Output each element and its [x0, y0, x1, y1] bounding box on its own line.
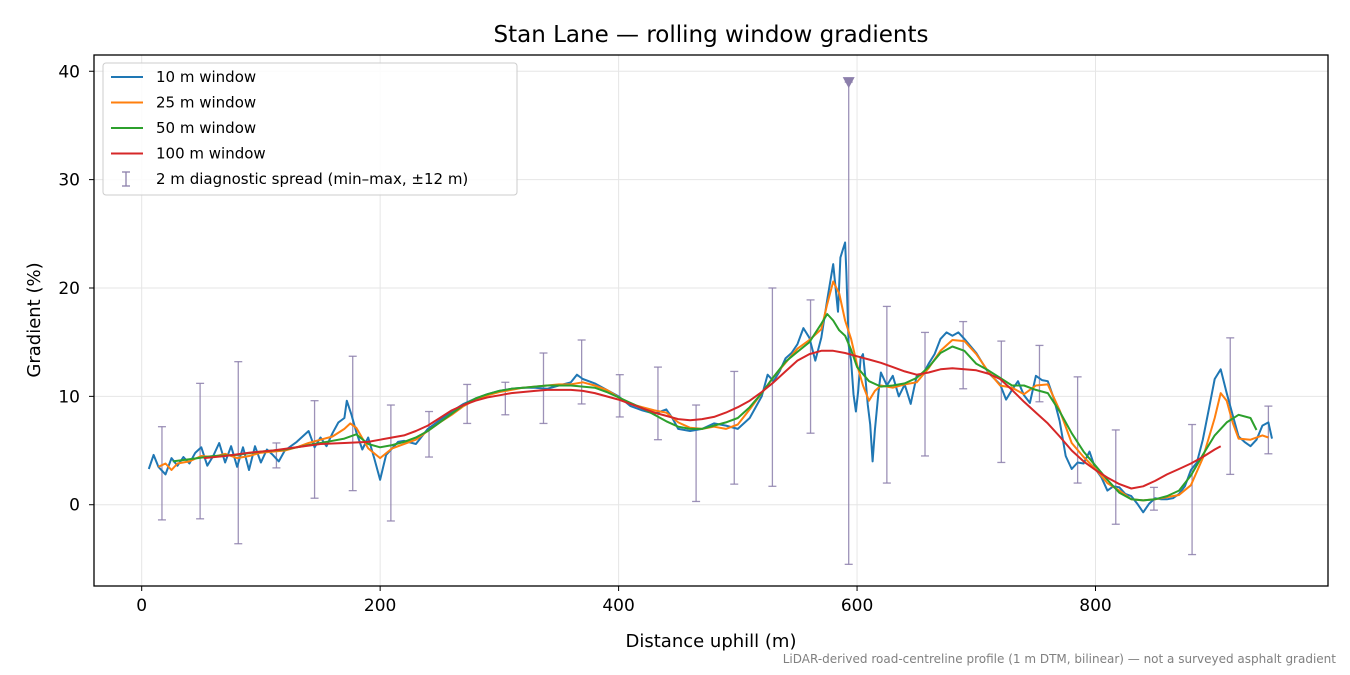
plot-frame [93, 54, 1329, 587]
series-lines [147, 241, 1273, 514]
legend-label: 25 m window [156, 94, 256, 112]
series-line-50m [172, 313, 1258, 502]
errorbar-marker [842, 77, 855, 89]
y-axis: 0 10 20 30 40 [58, 62, 94, 516]
x-tick-label: 200 [364, 596, 396, 616]
x-tick-label: 800 [1079, 596, 1111, 616]
legend-label: 50 m window [156, 119, 256, 137]
legend-box [102, 62, 518, 196]
y-axis-label: Gradient (%) [24, 262, 45, 377]
x-tick-label: 600 [841, 596, 873, 616]
series-line-10m [147, 241, 1273, 514]
x-tick-label: 400 [602, 596, 634, 616]
series-line-25m [157, 280, 1269, 502]
legend-label: 10 m window [156, 68, 256, 86]
chart-title: Stan Lane — rolling window gradients [494, 22, 929, 48]
y-tick-label: 40 [58, 62, 80, 82]
footnote: LiDAR-derived road-centreline profile (1… [782, 652, 1336, 666]
y-tick-label: 0 [69, 496, 80, 516]
x-tick-label: 0 [136, 596, 147, 616]
legend-label: 100 m window [156, 145, 266, 163]
y-tick-label: 20 [58, 279, 80, 299]
x-axis: 0 200 400 600 800 [136, 586, 1112, 616]
y-tick-label: 10 [58, 387, 80, 407]
series-line-100m [203, 349, 1222, 490]
x-axis-label: Distance uphill (m) [626, 631, 797, 652]
y-tick-label: 30 [58, 171, 80, 191]
legend: 10 m window 25 m window 50 m window 100 m w… [102, 62, 518, 196]
legend-label: 2 m diagnostic spread (min–max, ±12 m) [156, 170, 468, 188]
